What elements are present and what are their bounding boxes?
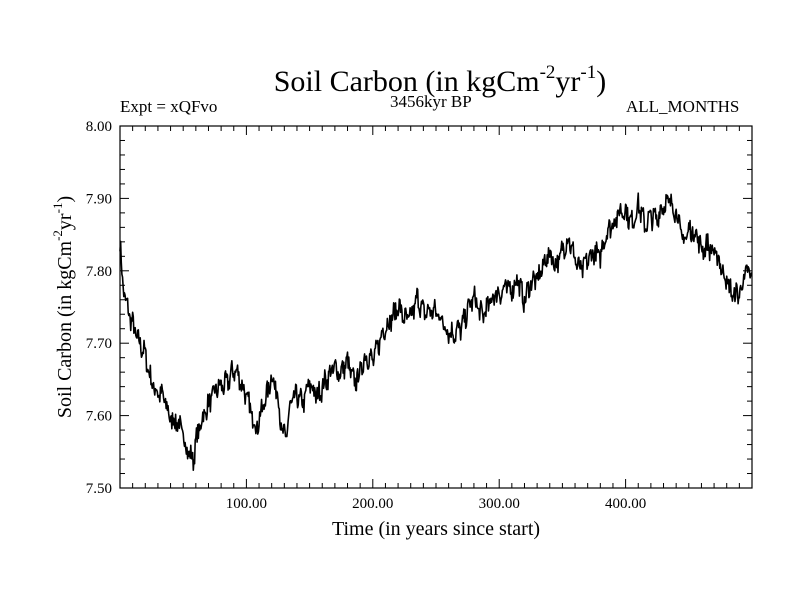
period-label: 3456kyr BP <box>390 92 472 111</box>
y-tick-label: 7.60 <box>86 409 112 425</box>
y-tick-label: 7.50 <box>86 481 112 497</box>
x-tick-label: 100.00 <box>226 496 267 512</box>
series-line-soil-carbon <box>119 192 753 472</box>
plot-frame <box>119 125 753 489</box>
x-axis-label: Time (in years since start) <box>331 518 541 540</box>
y-axis-label: Soil Carbon (in kgCm-2yr-1) <box>50 195 76 419</box>
x-tick-label: 300.00 <box>479 496 520 512</box>
y-tick-label: 8.00 <box>86 119 112 135</box>
chart-title: Soil Carbon (in kgCm-2yr-1) <box>273 62 607 98</box>
x-tick-label: 400.00 <box>605 496 646 512</box>
months-label: ALL_MONTHS <box>626 97 740 116</box>
y-tick-label: 7.70 <box>86 336 112 352</box>
experiment-label: Expt = xQFvo <box>120 97 218 116</box>
y-tick-label: 7.90 <box>86 191 112 207</box>
y-tick-label: 7.80 <box>86 264 112 280</box>
x-tick-label: 200.00 <box>352 496 393 512</box>
